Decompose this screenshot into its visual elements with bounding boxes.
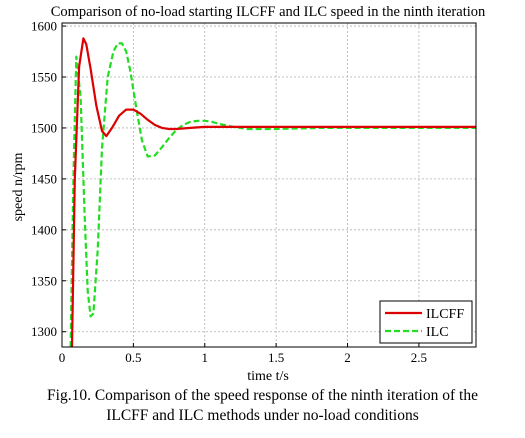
legend-label-ilc: ILC <box>426 325 449 340</box>
x-axis-ticks: 0 0.5 1 1.5 2 2.5 <box>59 343 427 365</box>
plot-area <box>62 23 476 347</box>
legend-label-ilcff: ILCFF <box>426 307 464 322</box>
caption-line-1: Fig.10. Comparison of the speed response… <box>47 387 478 404</box>
y-tick-label: 1450 <box>31 171 57 186</box>
series-line-ilc <box>69 42 476 348</box>
series-line-ilcff <box>70 37 476 348</box>
x-tick-label: 1 <box>202 350 209 365</box>
legend: ILCFF ILC <box>379 300 473 344</box>
x-tick-label: 0.5 <box>125 350 141 365</box>
y-tick-label: 1550 <box>31 70 57 85</box>
y-tick-label: 1300 <box>31 324 57 339</box>
y-tick-label: 1400 <box>31 222 57 237</box>
y-tick-label: 1350 <box>31 273 57 288</box>
speed-response-chart: Comparison of no-load starting ILCFF and… <box>11 4 486 380</box>
x-tick-label: 2 <box>344 350 351 365</box>
series-layer <box>69 37 476 348</box>
figure-caption: Fig.10. Comparison of the speed response… <box>0 386 525 426</box>
y-axis-ticks: 1300 1350 1400 1450 1500 1550 1600 <box>31 19 66 339</box>
legend-box <box>379 300 473 344</box>
x-tick-label: 2.5 <box>411 350 427 365</box>
x-tick-label: 1.5 <box>268 350 284 365</box>
x-axis-label: time t/s <box>247 369 289 380</box>
plot-frame <box>61 22 477 348</box>
y-tick-label: 1600 <box>31 19 57 34</box>
caption-line-2: ILCFF and ILC methods under no-load cond… <box>106 407 419 424</box>
chart-title: Comparison of no-load starting ILCFF and… <box>51 4 486 20</box>
y-tick-label: 1500 <box>31 120 57 135</box>
y-axis-label: speed n/rpm <box>11 152 26 221</box>
x-tick-label: 0 <box>59 350 66 365</box>
